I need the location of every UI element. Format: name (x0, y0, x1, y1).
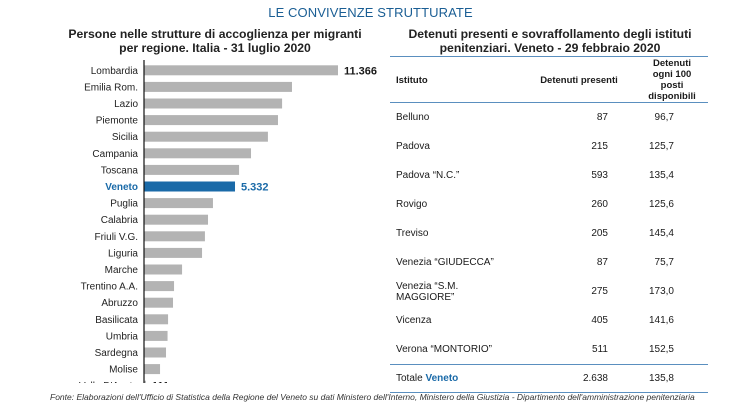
total-label: Totale Veneto (390, 364, 522, 393)
table-row: Treviso 205 145,4 (390, 219, 708, 248)
total-region: Veneto (425, 373, 459, 384)
table-row: Venezia “S.M. MAGGIORE” 275 173,0 (390, 277, 708, 306)
cell-istituto: Vicenza (396, 315, 432, 326)
column-header-istituto: Istituto (390, 58, 522, 103)
table-row: Rovigo 260 125,6 (390, 190, 708, 219)
cell-istituto: Rovigo (396, 199, 428, 210)
table-title-divider (390, 56, 708, 57)
table-row: Verona “MONTORIO” 511 152,5 (390, 335, 708, 365)
category-label: Calabria (101, 215, 139, 226)
data-label: 5.332 (241, 182, 269, 194)
bar-sardegna (144, 347, 167, 358)
bar-veneto (144, 181, 236, 192)
data-label: 11.366 (344, 65, 377, 77)
cell-ogni100: 135,4 (648, 170, 674, 181)
bar-valle-d-aosta (144, 380, 146, 383)
data-label: 111 (152, 381, 169, 383)
table-row: Vicenza 405 141,6 (390, 306, 708, 335)
category-label: Sardegna (95, 348, 139, 359)
total-label-prefix: Totale (396, 373, 426, 384)
bar-lombardia (144, 65, 338, 76)
bar-liguria (144, 247, 203, 258)
category-label: Lombardia (91, 66, 139, 77)
column-header-ogni100: Detenuti ogni 100 posti disponibili (636, 58, 708, 103)
category-label: Liguria (108, 248, 138, 259)
bar-abruzzo (144, 297, 174, 308)
chart-title: Persone nelle strutture di accoglienza p… (68, 27, 362, 55)
total-ogni100: 135,8 (636, 364, 708, 393)
category-label: Friuli V.G. (94, 232, 138, 243)
bar-sicilia (144, 131, 268, 142)
table-title: Detenuti presenti e sovraffollamento deg… (408, 27, 692, 55)
category-label: Marche (105, 265, 139, 276)
cell-ogni100: 125,7 (648, 141, 674, 152)
bar-molise (144, 364, 161, 375)
bar-puglia (144, 198, 213, 209)
cell-ogni100: 152,5 (648, 344, 674, 355)
cell-istituto: Padova “N.C.” (396, 170, 460, 181)
bar-basilicata (144, 314, 169, 325)
cell-ogni100: 173,0 (648, 286, 674, 297)
table-row: Belluno 87 96,7 (390, 103, 708, 133)
cell-ogni100: 141,6 (648, 315, 674, 326)
cell-presenti: 87 (596, 112, 608, 123)
source-note: Fonte: Elaborazioni dell'Ufficio di Stat… (50, 392, 695, 402)
category-label: Sicilia (112, 132, 139, 143)
table-row: Padova 215 125,7 (390, 132, 708, 161)
table-header-row: Istituto Detenuti presenti Detenuti ogni… (390, 58, 708, 103)
bar-friuli-v-g- (144, 231, 205, 242)
cell-presenti: 215 (591, 141, 608, 152)
cell-ogni100: 145,4 (648, 228, 674, 239)
total-presenti: 2.638 (522, 364, 636, 393)
bar-marche (144, 264, 183, 275)
column-header-presenti: Detenuti presenti (522, 58, 636, 103)
cell-ogni100: 75,7 (654, 257, 674, 268)
cell-presenti: 405 (591, 315, 608, 326)
category-label: Molise (109, 365, 138, 376)
cell-presenti: 205 (591, 228, 608, 239)
bar-emilia-rom- (144, 81, 292, 92)
cell-istituto: Belluno (396, 112, 430, 123)
category-label: Puglia (110, 199, 138, 210)
bar-calabria (144, 214, 209, 225)
cell-istituto: Venezia “S.M. MAGGIORE” (396, 280, 459, 303)
bar-umbria (144, 330, 168, 341)
cell-istituto: Venezia “GIUDECCA” (396, 257, 494, 268)
category-label: Veneto (105, 182, 138, 193)
cell-istituto: Padova (396, 141, 430, 152)
page-title: LE CONVIVENZE STRUTTURATE (268, 5, 473, 20)
category-label: Campania (92, 149, 138, 160)
category-label: Umbria (106, 331, 139, 342)
category-label: Emilia Rom. (84, 82, 138, 93)
cell-ogni100: 125,6 (648, 199, 674, 210)
category-label: Lazio (114, 99, 138, 110)
table-total-row: Totale Veneto 2.638 135,8 (390, 364, 708, 393)
table-row: Padova “N.C.” 593 135,4 (390, 161, 708, 190)
cell-presenti: 511 (592, 344, 608, 355)
cell-presenti: 275 (591, 286, 608, 297)
cell-ogni100: 96,7 (654, 112, 674, 123)
bar-toscana (144, 164, 240, 175)
category-label: Valle D'Aosta (79, 381, 138, 383)
table-row: Venezia “GIUDECCA” 87 75,7 (390, 248, 708, 277)
detenuti-table: Istituto Detenuti presenti Detenuti ogni… (390, 58, 708, 393)
cell-presenti: 260 (591, 199, 608, 210)
cell-presenti: 593 (591, 170, 608, 181)
category-label: Basilicata (95, 315, 138, 326)
bar-campania (144, 148, 252, 159)
category-label: Toscana (101, 165, 139, 176)
category-label: Piemonte (96, 116, 139, 127)
cell-istituto: Treviso (396, 228, 429, 239)
category-label: Trentino A.A. (81, 282, 138, 293)
category-label: Abruzzo (101, 298, 138, 309)
bar-piemonte (144, 115, 278, 126)
bar-trentino-a-a- (144, 281, 175, 292)
cell-istituto: Verona “MONTORIO” (396, 344, 492, 355)
bar-lazio (144, 98, 283, 109)
cell-presenti: 87 (596, 257, 608, 268)
bar-chart: Lombardia 11.366 Emilia Rom. Lazio Piemonte S… (79, 60, 377, 383)
